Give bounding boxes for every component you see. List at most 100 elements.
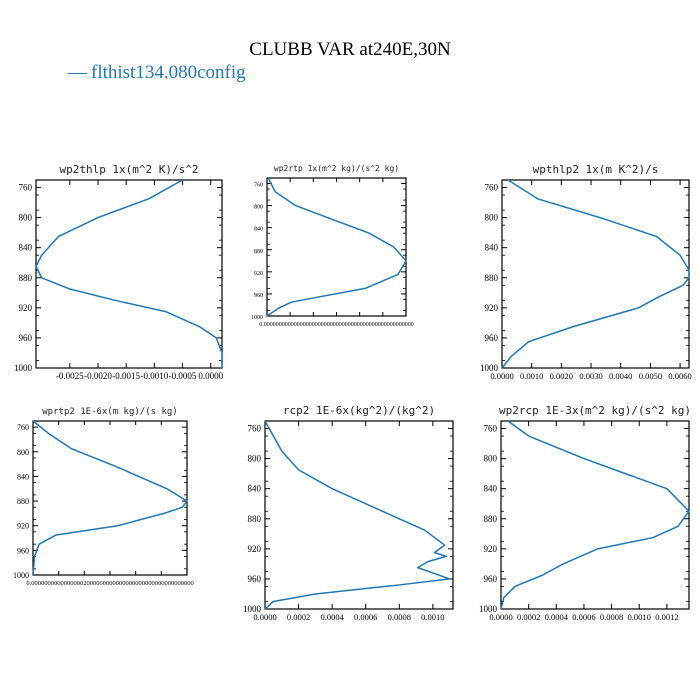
y-tick-label: 840 xyxy=(484,484,498,494)
series-line xyxy=(264,420,451,610)
panel-title: wprtp2 1E-6x(m kg)/(s kg) xyxy=(42,407,177,417)
y-tick-label: 920 xyxy=(254,271,263,277)
x-tick-label: 0.0060 xyxy=(668,371,691,381)
x-tick-label: 0.0004 xyxy=(320,612,344,622)
y-tick-label: 880 xyxy=(485,273,499,283)
series-line xyxy=(266,177,407,317)
y-tick-label: 1000 xyxy=(479,604,498,614)
x-tick-label: 0.0006 xyxy=(572,612,595,622)
y-tick-label: 840 xyxy=(485,243,499,253)
plot-frame xyxy=(35,179,223,369)
figure-title: CLUBB VAR at240E,30N xyxy=(249,39,451,60)
y-tick-label: 1000 xyxy=(480,363,499,373)
x-tick-label: -0.0010 xyxy=(140,371,168,381)
legend-label: flthist134.080config xyxy=(91,62,246,83)
panels: wp2thlp 1x(m^2 K)/s^2 760 800 840 880 920 960 1… xyxy=(13,163,692,622)
x-tick-label: 0.0008 xyxy=(388,612,411,622)
y-tick-label: 960 xyxy=(17,546,29,555)
panel-title: rcp2 1E-6x(kg^2)/(kg^2) xyxy=(283,404,435,417)
x-tick-label: 0.0004 xyxy=(545,612,569,622)
panel-title: wp2rcp 1E-3x(m^2 kg)/(s^2 kg) xyxy=(499,404,691,417)
y-tick-label: 920 xyxy=(484,544,498,554)
series-line xyxy=(35,179,223,368)
y-tick-label: 800 xyxy=(254,205,263,211)
x-tick-label: 0.0010 xyxy=(628,612,651,622)
x-tick-label: 0.0008 xyxy=(600,612,623,622)
panel-title: wp2rtp 1x(m^2 kg)/(s^2 kg) xyxy=(274,164,399,173)
y-tick-label: 840 xyxy=(17,472,29,481)
series-line xyxy=(500,420,690,610)
y-tick-label: 760 xyxy=(485,183,499,193)
x-tick-label: 0.0000 xyxy=(489,612,512,622)
x-tick-label: 0.0012 xyxy=(655,612,678,622)
panel-title: wpthlp2 1x(m K^2)/s xyxy=(533,163,659,176)
panel-4: wprtp2 1E-6x(m kg)/(s kg) 760 800 840 880 920… xyxy=(13,407,194,587)
y-tick-label: 760 xyxy=(17,423,29,432)
y-tick-label: 840 xyxy=(254,227,263,233)
y-tick-label: 920 xyxy=(485,303,499,313)
panel-title: wp2thlp 1x(m^2 K)/s^2 xyxy=(59,163,198,176)
x-tick-label: 0.0002 xyxy=(287,612,310,622)
y-tick-label: 760 xyxy=(248,424,262,434)
y-tick-label: 840 xyxy=(19,243,33,253)
y-tick-label: 920 xyxy=(19,303,33,313)
y-tick-label: 880 xyxy=(19,273,33,283)
x-tick-label: 0.0000 xyxy=(198,371,223,381)
y-tick-label: 960 xyxy=(248,574,262,584)
x-tick-label: 0.0010 xyxy=(520,371,543,381)
y-tick-label: 920 xyxy=(17,522,29,531)
y-tick-label: 880 xyxy=(254,249,263,255)
series-line xyxy=(501,179,690,369)
y-tick-label: 920 xyxy=(248,544,262,554)
y-tick-label: 800 xyxy=(484,454,498,464)
y-tick-label: 880 xyxy=(248,514,262,524)
y-tick-label: 800 xyxy=(248,454,262,464)
y-tick-label: 1000 xyxy=(13,571,29,580)
x-tick-label: 0.0006 xyxy=(354,612,377,622)
y-tick-label: 800 xyxy=(19,213,33,223)
x-tick-label: 0.0002 xyxy=(517,612,540,622)
panel-3: wpthlp2 1x(m K^2)/s 760 800 840 880 920 960 100… xyxy=(480,163,692,381)
y-tick-label: 840 xyxy=(248,484,262,494)
y-tick-label: 880 xyxy=(17,497,29,506)
x-tick-label: 0.0050 xyxy=(639,371,662,381)
x-tick-label: 0.0000 xyxy=(490,371,513,381)
y-tick-label: 760 xyxy=(254,183,263,189)
y-tick-label: 960 xyxy=(19,333,33,343)
y-tick-label: 1000 xyxy=(243,604,262,614)
panel-6: wp2rcp 1E-3x(m^2 kg)/(s^2 kg)760 800 840 88… xyxy=(479,404,691,622)
x-tick-label: 0.00000000000000000000000000000000000000… xyxy=(259,322,414,328)
plot-frame xyxy=(264,420,454,610)
x-tick-label: 0.0020 xyxy=(550,371,573,381)
y-tick-label: 880 xyxy=(484,514,498,524)
y-tick-label: 1000 xyxy=(14,363,33,373)
x-tick-label: -0.0005 xyxy=(169,371,197,381)
legend: — flthist134.080config xyxy=(67,62,246,83)
panel-5: rcp2 1E-6x(kg^2)/(kg^2) 760 800 840 880 920 96… xyxy=(243,404,454,622)
x-tick-label: 0.00000000000000002000000000000000000000… xyxy=(26,580,193,587)
y-tick-label: 760 xyxy=(19,183,33,193)
y-tick-label: 760 xyxy=(484,424,498,434)
y-tick-label: 800 xyxy=(485,213,499,223)
plot-frame xyxy=(266,177,407,317)
plot-frame xyxy=(500,420,690,610)
y-tick-label: 1000 xyxy=(251,315,263,321)
x-tick-label: -0.0020 xyxy=(84,371,112,381)
y-tick-label: 960 xyxy=(485,333,499,343)
plot-frame xyxy=(501,179,690,369)
x-tick-label: 0.0010 xyxy=(421,612,444,622)
panel-1: wp2thlp 1x(m^2 K)/s^2 760 800 840 880 920 960 1… xyxy=(14,163,224,381)
legend-dash: — xyxy=(67,62,88,83)
series-line xyxy=(32,420,188,576)
panel-2: wp2rtp 1x(m^2 kg)/(s^2 kg) 760 800 840 880 92… xyxy=(251,164,414,328)
y-tick-label: 800 xyxy=(17,448,29,457)
x-tick-label: -0.0015 xyxy=(112,371,140,381)
x-tick-label: 0.0000 xyxy=(253,612,276,622)
x-tick-label: -0.0025 xyxy=(56,371,84,381)
y-tick-label: 960 xyxy=(254,293,263,299)
x-tick-label: 0.0030 xyxy=(579,371,602,381)
x-tick-label: 0.0040 xyxy=(609,371,632,381)
y-tick-label: 960 xyxy=(484,574,498,584)
plot-frame xyxy=(32,420,188,576)
